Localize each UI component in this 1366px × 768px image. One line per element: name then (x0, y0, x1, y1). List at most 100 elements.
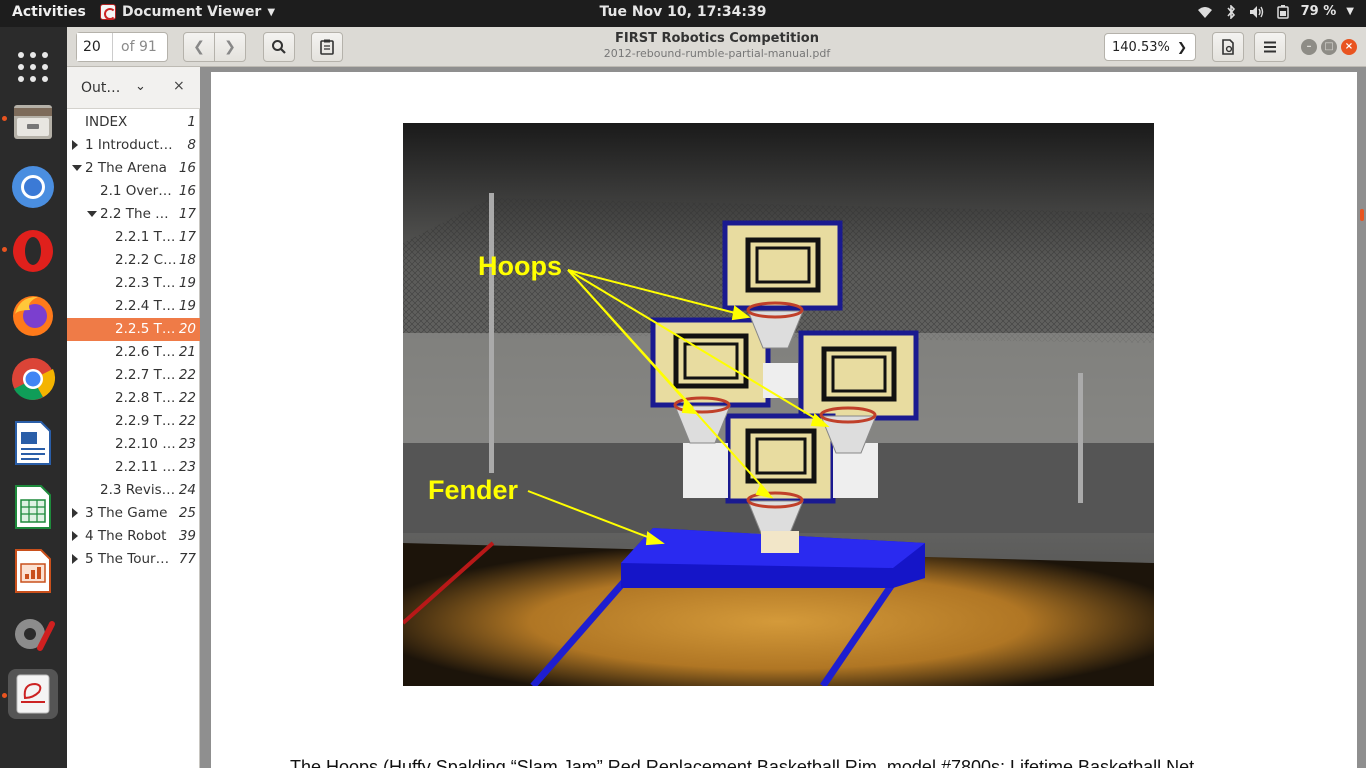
backboard-bottom (725, 413, 836, 504)
clipboard-icon (320, 39, 334, 55)
outline-item[interactable]: 4 The Robot 39 (67, 525, 200, 548)
outline-item-page: 19 (178, 275, 196, 291)
expander-collapsed-icon[interactable] (72, 531, 78, 541)
chromium-icon (12, 166, 54, 208)
outline-item-label: 3 The Game (85, 505, 168, 521)
expander-collapsed-icon[interactable] (72, 554, 78, 564)
document-view[interactable]: Hoops Fender The Hoops (Huffy Spalding “… (200, 67, 1366, 768)
menu-button[interactable] (1254, 32, 1286, 62)
outline-item[interactable]: INDEX 1 (67, 111, 200, 134)
support (683, 443, 728, 498)
app-grid-icon (18, 52, 48, 82)
volume-icon (1249, 5, 1265, 19)
show-apps-button[interactable] (8, 42, 58, 92)
outline-item[interactable]: 2.2.7 T… 22 (67, 364, 200, 387)
fender-label: Fender (428, 475, 519, 505)
dock-firefox[interactable] (8, 290, 58, 340)
chevron-down-icon: ❯ (1176, 40, 1187, 54)
outline-item[interactable]: 2.2.4 T… 19 (67, 295, 200, 318)
document-viewer-icon (16, 674, 50, 714)
dock-document-viewer[interactable] (8, 669, 58, 719)
header-bar: of 91 ❮ ❯ FIRST Robotics Competition 201… (67, 27, 1366, 67)
system-tray[interactable]: 79 % ▼ (1197, 3, 1354, 20)
outline-item-page: 17 (178, 229, 196, 245)
outline-item[interactable]: 2.2.11 … 23 (67, 456, 200, 479)
outline-item-page: 22 (178, 413, 196, 429)
scrollbar-indicator[interactable] (1360, 209, 1364, 221)
outline-item-label: 2 The Arena (85, 160, 167, 176)
dock-files[interactable] (8, 97, 58, 147)
running-indicator (2, 693, 7, 698)
dock-chrome[interactable] (8, 354, 58, 404)
next-page-button[interactable]: ❯ (214, 32, 246, 62)
expander-collapsed-icon[interactable] (72, 140, 78, 150)
expander-expanded-icon[interactable] (72, 165, 82, 171)
sidebar-mode-selector[interactable]: Out… (81, 80, 121, 96)
label-arrows (527, 269, 830, 546)
activities-button[interactable]: Activities (12, 4, 86, 20)
red-line (403, 541, 495, 625)
outline-item[interactable]: 5 The Tour… 77 (67, 548, 200, 571)
body-text-line: The Hoops (Huffy Spalding “Slam Jam” Red… (290, 757, 1195, 768)
maximize-button[interactable]: □ (1321, 39, 1337, 55)
chevron-down-icon[interactable]: ⌄ (135, 79, 146, 94)
document-properties-button[interactable] (1212, 32, 1244, 62)
outline-item-page: 16 (178, 183, 196, 199)
outline-item[interactable]: 2.2.6 T… 21 (67, 341, 200, 364)
outline-item[interactable]: 2.2 The … 17 (67, 203, 200, 226)
outline-item-page: 25 (178, 505, 196, 521)
minimize-button[interactable]: – (1301, 39, 1317, 55)
outline-item[interactable]: 2.2.3 T… 19 (67, 272, 200, 295)
zoom-selector[interactable]: 140.53% ❯ (1104, 33, 1196, 61)
outline-item[interactable]: 2.1 Over… 16 (67, 180, 200, 203)
outline-item[interactable]: 2.2.5 T… 20 (67, 318, 200, 341)
hoop-bottom (746, 491, 804, 539)
outline-item-page: 22 (178, 367, 196, 383)
outline-item[interactable]: 3 The Game 25 (67, 502, 200, 525)
outline-item-label: 2.3 Revis… (100, 482, 176, 498)
outline-item[interactable]: 2.2.1 T… 17 (67, 226, 200, 249)
outline-item-label: 2.2.6 T… (115, 344, 176, 360)
outline-item[interactable]: 2.2.10 … 23 (67, 433, 200, 456)
app-name: Document Viewer (122, 4, 262, 20)
close-button[interactable]: × (1341, 39, 1357, 55)
chevron-left-icon: ❮ (193, 39, 205, 55)
hoop-top (746, 301, 804, 349)
system-tools-icon (15, 619, 55, 651)
outline-item[interactable]: 2.2.8 T… 22 (67, 387, 200, 410)
libreoffice-impress-icon (15, 549, 51, 593)
outline-item[interactable]: 2.2.9 T… 22 (67, 410, 200, 433)
outline-item-page: 8 (187, 137, 196, 153)
previous-page-button[interactable]: ❮ (183, 32, 215, 62)
document-filename: 2012-rebound-rumble-partial-manual.pdf (603, 47, 831, 60)
dock-chromium[interactable] (8, 162, 58, 212)
app-menu[interactable]: Document Viewer ▼ (100, 4, 275, 20)
search-button[interactable] (263, 32, 295, 62)
expander-expanded-icon[interactable] (87, 211, 97, 217)
dock-impress[interactable] (8, 546, 58, 596)
page-number-input[interactable] (77, 33, 113, 61)
outline-item-label: 2.2.7 T… (115, 367, 176, 383)
dock-system-tools[interactable] (8, 610, 58, 660)
minimize-icon: – (1306, 41, 1312, 52)
libreoffice-calc-icon (15, 485, 51, 529)
dock-writer[interactable] (8, 418, 58, 468)
backboard-top (722, 220, 843, 311)
running-indicator (2, 116, 7, 121)
dock-calc[interactable] (8, 482, 58, 532)
outline-item-label: 2.2.5 T… (115, 321, 176, 337)
expander-collapsed-icon[interactable] (72, 508, 78, 518)
close-icon[interactable]: × (173, 78, 185, 94)
dock-opera[interactable] (8, 226, 58, 276)
zoom-value: 140.53% (1112, 39, 1170, 55)
outline-item[interactable]: 1 Introduct… 8 (67, 134, 200, 157)
outline-item-label: INDEX (85, 114, 128, 130)
outline-item[interactable]: 2 The Arena 16 (67, 157, 200, 180)
page-selector: of 91 (76, 32, 168, 62)
outline-item[interactable]: 2.2.2 C… 18 (67, 249, 200, 272)
outline-item[interactable]: 2.3 Revis… 24 (67, 479, 200, 502)
outline-item-page: 23 (178, 436, 196, 452)
annotations-button[interactable] (311, 32, 343, 62)
clock[interactable]: Tue Nov 10, 17:34:39 (599, 4, 767, 20)
chevron-right-icon: ❯ (224, 39, 236, 55)
